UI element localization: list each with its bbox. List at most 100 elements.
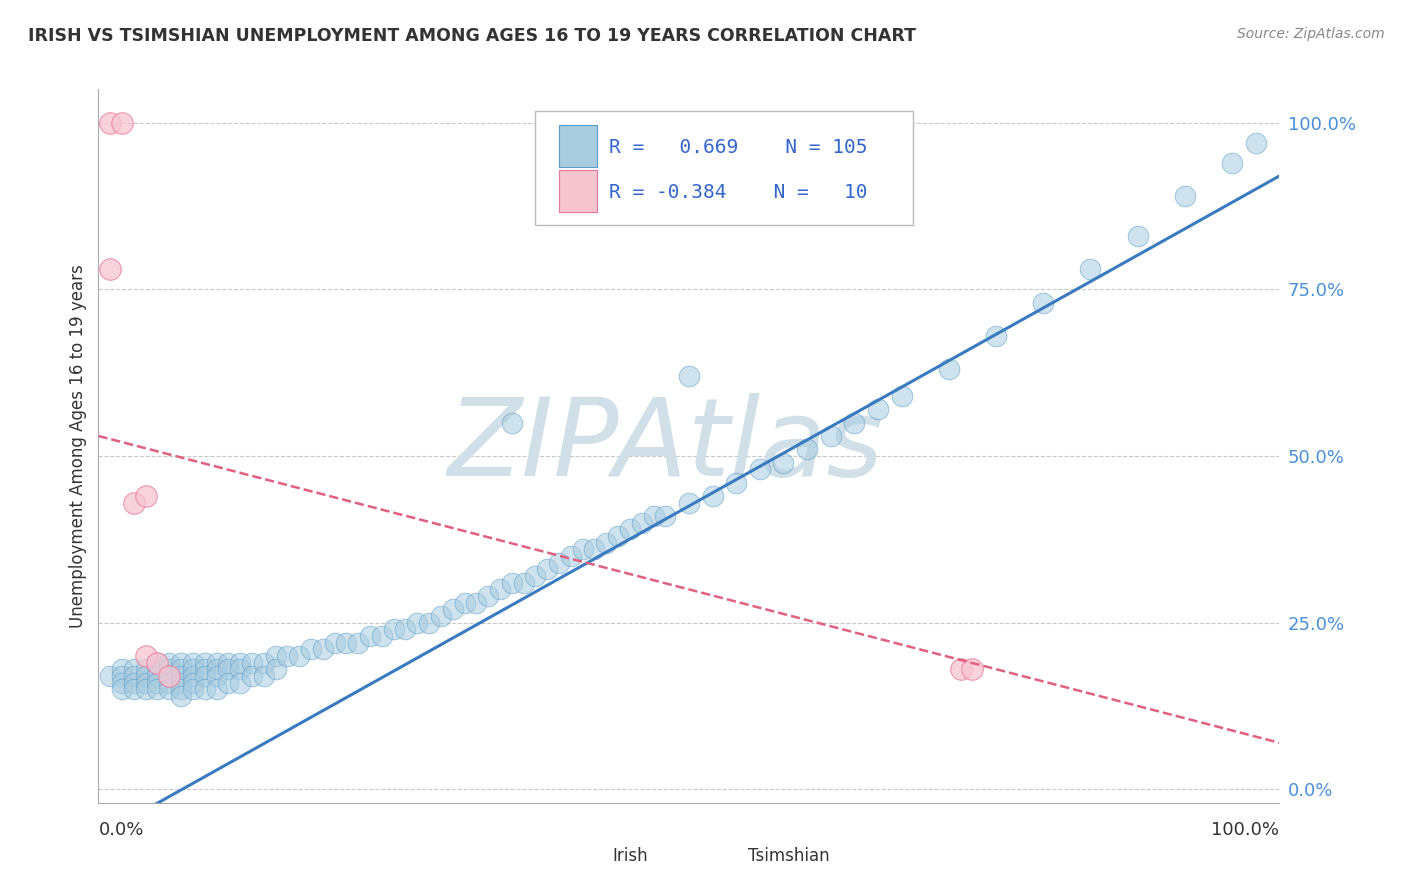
Point xyxy=(194,682,217,697)
Point xyxy=(382,623,405,637)
Point xyxy=(477,589,499,603)
Point xyxy=(135,649,157,664)
FancyBboxPatch shape xyxy=(560,169,596,212)
Point xyxy=(299,642,322,657)
Text: Tsimshian: Tsimshian xyxy=(748,847,830,865)
Point xyxy=(135,489,157,503)
FancyBboxPatch shape xyxy=(536,111,914,225)
Point xyxy=(489,582,512,597)
Point xyxy=(583,542,606,557)
Point xyxy=(217,656,239,670)
Point xyxy=(135,675,157,690)
Point xyxy=(359,629,381,643)
Point xyxy=(157,662,180,676)
Point xyxy=(619,522,641,536)
Point xyxy=(335,636,357,650)
Point xyxy=(170,689,193,703)
Point xyxy=(240,656,263,670)
Point xyxy=(595,535,617,549)
Text: Irish: Irish xyxy=(612,847,648,865)
Point xyxy=(157,669,180,683)
Point xyxy=(217,675,239,690)
Point xyxy=(796,442,818,457)
Point xyxy=(181,662,204,676)
Point xyxy=(157,675,180,690)
Point xyxy=(98,669,121,683)
Point xyxy=(122,496,145,510)
Point xyxy=(524,569,547,583)
Point xyxy=(194,662,217,676)
Point xyxy=(1126,228,1149,243)
Point xyxy=(394,623,416,637)
Point xyxy=(146,662,169,676)
Point xyxy=(844,416,866,430)
Point xyxy=(194,669,217,683)
Text: IRISH VS TSIMSHIAN UNEMPLOYMENT AMONG AGES 16 TO 19 YEARS CORRELATION CHART: IRISH VS TSIMSHIAN UNEMPLOYMENT AMONG AG… xyxy=(28,27,917,45)
Point xyxy=(536,562,558,576)
Point xyxy=(135,682,157,697)
Point xyxy=(157,682,180,697)
Point xyxy=(122,669,145,683)
Point xyxy=(441,602,464,616)
FancyBboxPatch shape xyxy=(560,125,596,167)
Point xyxy=(98,262,121,277)
Point xyxy=(548,556,571,570)
Point xyxy=(984,329,1007,343)
Point xyxy=(890,389,912,403)
Point xyxy=(323,636,346,650)
Point xyxy=(418,615,440,630)
Point xyxy=(157,656,180,670)
Point xyxy=(170,669,193,683)
Point xyxy=(170,675,193,690)
Point xyxy=(240,669,263,683)
Point xyxy=(157,669,180,683)
Point xyxy=(1174,189,1197,203)
Point xyxy=(702,489,724,503)
Point xyxy=(264,649,287,664)
Point xyxy=(205,656,228,670)
Point xyxy=(630,516,652,530)
Point xyxy=(312,642,335,657)
Point xyxy=(678,496,700,510)
Point xyxy=(122,675,145,690)
Point xyxy=(253,656,276,670)
Point xyxy=(98,115,121,129)
Text: ZIPAtlas: ZIPAtlas xyxy=(447,393,883,499)
Point xyxy=(146,656,169,670)
Point xyxy=(146,656,169,670)
Point xyxy=(146,675,169,690)
Point xyxy=(962,662,984,676)
Point xyxy=(170,682,193,697)
Point xyxy=(288,649,311,664)
Point xyxy=(229,662,252,676)
Point xyxy=(205,682,228,697)
Point xyxy=(181,669,204,683)
Point xyxy=(1220,155,1243,169)
Point xyxy=(146,682,169,697)
Point xyxy=(501,416,523,430)
Text: R = -0.384    N =   10: R = -0.384 N = 10 xyxy=(609,183,868,202)
Point xyxy=(111,662,134,676)
Point xyxy=(194,656,217,670)
Point xyxy=(1244,136,1267,150)
Point xyxy=(406,615,429,630)
Point xyxy=(135,669,157,683)
Point xyxy=(146,669,169,683)
Point xyxy=(264,662,287,676)
Point xyxy=(205,669,228,683)
Point xyxy=(111,669,134,683)
Point xyxy=(866,402,889,417)
Point xyxy=(229,675,252,690)
Text: 0.0%: 0.0% xyxy=(98,821,143,838)
Text: R =   0.669    N = 105: R = 0.669 N = 105 xyxy=(609,138,868,157)
Point xyxy=(512,575,534,590)
Point xyxy=(253,669,276,683)
Point xyxy=(122,682,145,697)
Point xyxy=(430,609,453,624)
Point xyxy=(371,629,394,643)
Point xyxy=(654,509,676,524)
Text: Source: ZipAtlas.com: Source: ZipAtlas.com xyxy=(1237,27,1385,41)
Point xyxy=(111,682,134,697)
Point xyxy=(560,549,582,563)
Point xyxy=(820,429,842,443)
